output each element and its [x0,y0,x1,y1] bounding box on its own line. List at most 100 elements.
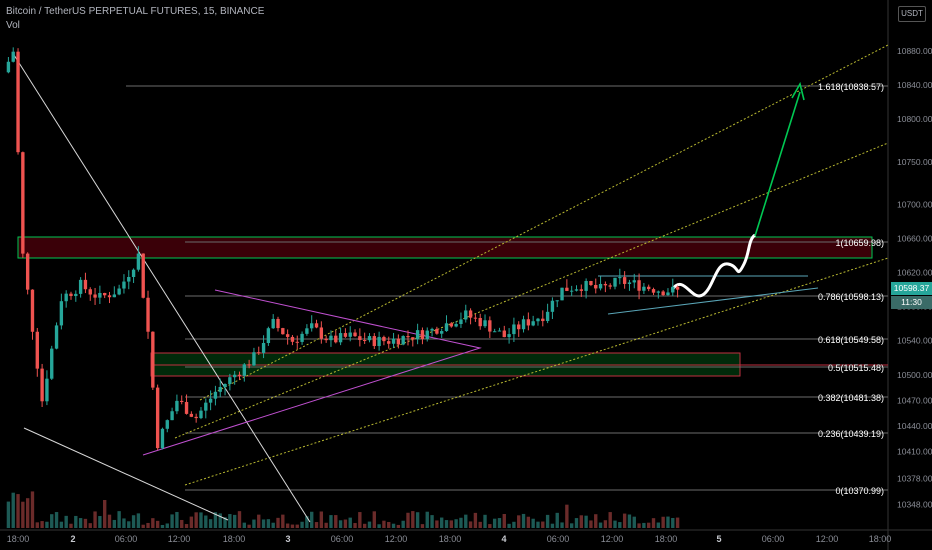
candle-body [579,289,583,291]
volume-bar [290,524,295,528]
x-tick-label: 12:00 [168,534,191,544]
volume-bar [247,524,251,528]
volume-bar [319,511,324,528]
volume-bar [199,512,203,528]
candle-body [627,282,632,284]
candle-body [415,330,420,340]
candle-body [213,391,218,399]
volume-bar [569,523,574,528]
volume-bar [276,517,280,528]
volume-label[interactable]: Vol [6,20,20,31]
candle-body [444,323,449,332]
candle-body [21,152,25,254]
candle-body [242,364,246,376]
candle-body [112,294,117,298]
channel-line [174,142,889,439]
candle-body [675,286,680,290]
volume-bar [281,514,285,528]
candle-body [584,281,588,291]
volume-bar [367,521,372,528]
time-axis[interactable]: 18:00 2 06:00 12:00 18:00 3 06:00 12:00 18:00 4 06… [7,534,892,544]
volume-bar [550,523,555,528]
candle-body [348,332,352,337]
x-tick-label: 2 [70,534,75,544]
volume-bar [208,519,213,528]
volume-bar [334,515,338,528]
y-tick-label: 10348.00 [897,499,932,509]
channel-line [184,257,889,486]
candle-body [618,277,622,279]
volume-bar [468,521,473,528]
volume-bar [618,522,622,528]
candle-body [266,328,271,344]
volume-bar [21,501,25,528]
symbol-title[interactable]: Bitcoin / TetherUS PERPETUAL FUTURES, 15… [6,6,265,17]
candle-body [223,383,227,388]
candle-body [11,51,15,62]
volume-bar [285,523,290,528]
y-tick-label: 10378.00 [897,474,932,484]
volume-bar [651,518,656,528]
candle-body [218,387,222,392]
volume-bar [25,498,30,528]
volume-bar [401,520,405,528]
volume-bar [353,523,357,528]
volume-bar [512,521,516,528]
candle-body [170,411,174,421]
volume-bar [93,511,97,528]
price-axis[interactable]: 10880.00 10840.00 10800.00 10750.00 10700.00… [897,46,932,509]
volume-bar [536,521,540,528]
volume-bar [574,518,579,528]
candle-body [151,331,155,388]
volume-bar [661,516,665,528]
volume-bar [622,513,627,528]
downtrend-line [13,54,311,523]
volume-bar [45,521,49,528]
volume-bar [74,515,78,528]
volume-bar [11,492,15,528]
volume-bar [64,515,68,528]
y-tick-label: 10410.00 [897,446,932,456]
candle-body [642,286,646,291]
candle-body [545,311,550,322]
volume-bar [507,523,511,528]
volume-bar [377,524,381,528]
candle-body [127,276,131,282]
candle-body [454,323,458,327]
candle-body [411,337,415,340]
volume-bar [54,512,59,528]
volume-bar [545,514,550,528]
candle-body [550,300,555,312]
candle-body [93,294,97,298]
candle-body [290,336,295,342]
volume-bar [647,522,651,528]
volume-bar [517,515,521,528]
candle-body [329,335,333,341]
candle-body [228,377,232,384]
volume-bar [642,522,646,528]
volume-bar [454,519,458,528]
y-tick-label: 10500.00 [897,370,932,380]
volume-bar [449,520,454,528]
candle-body [204,402,208,411]
volume-bar [242,522,246,528]
candle-body [565,287,569,291]
volume-bar [420,524,425,528]
currency-button[interactable]: USDT [898,6,926,22]
volume-bar [584,515,588,528]
volume-bar [107,514,112,528]
candle-body [531,321,535,326]
candle-body [526,319,531,326]
fib-labels: 1.618(10838.57) 1(10659.98) 0.786(10598.13… [818,82,884,496]
volume-bar [440,517,444,528]
candle-body [521,319,526,330]
candle-body [314,323,319,328]
volume-bar [627,514,632,528]
candle-body [425,330,429,339]
volume-bar [666,516,670,528]
candle-body [492,331,497,333]
candle-body [107,295,112,298]
candle-body [338,333,343,343]
volume-bar [589,520,593,528]
